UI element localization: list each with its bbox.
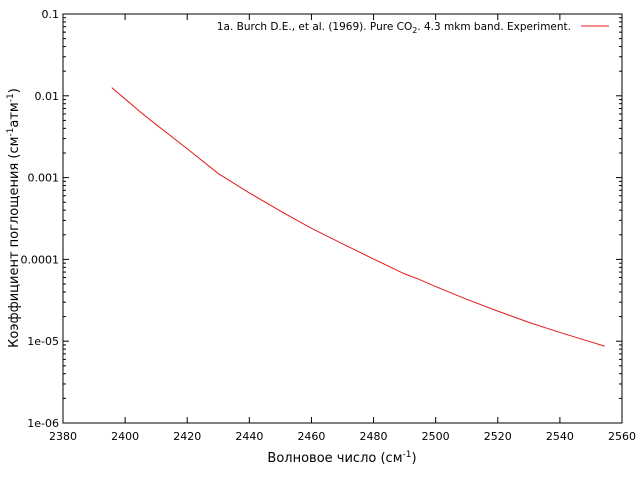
y-tick-label: 1e-05 xyxy=(27,335,59,348)
series-line xyxy=(111,87,605,347)
y-tick-label: 0.001 xyxy=(28,172,60,185)
legend-label: 1a. Burch D.E., et al. (1969). Pure CO2.… xyxy=(217,21,571,35)
plot-frame xyxy=(62,13,623,424)
x-tick-label: 2540 xyxy=(546,430,574,443)
y-axis-title: Коэффициент поглощения (см-1атм-1) xyxy=(6,88,22,348)
y-tick-label: 0.1 xyxy=(42,8,60,21)
x-tick-label: 2520 xyxy=(484,430,512,443)
x-tick-label: 2480 xyxy=(360,430,388,443)
x-axis-ticks: 2380 2400 2420 2440 2460 2480 2500 2520 2540 2560 xyxy=(49,14,636,443)
x-tick-label: 2400 xyxy=(111,430,139,443)
y-tick-label: 0.0001 xyxy=(21,253,60,266)
x-tick-label: 2380 xyxy=(49,430,77,443)
y-axis-ticks: 1e-06 1e-05 0.0001 0.001 0.01 0.1 xyxy=(21,8,622,430)
y-tick-label: 1e-06 xyxy=(27,417,59,430)
legend: 1a. Burch D.E., et al. (1969). Pure CO2.… xyxy=(217,21,609,35)
x-tick-label: 2460 xyxy=(297,430,325,443)
x-tick-label: 2500 xyxy=(422,430,450,443)
series-layer xyxy=(111,87,605,347)
y-tick-label: 0.01 xyxy=(35,90,60,103)
x-tick-label: 2440 xyxy=(235,430,263,443)
x-tick-label: 2420 xyxy=(173,430,201,443)
x-axis-title: Волновое число (см-1) xyxy=(267,450,416,466)
x-tick-label: 2560 xyxy=(608,430,636,443)
